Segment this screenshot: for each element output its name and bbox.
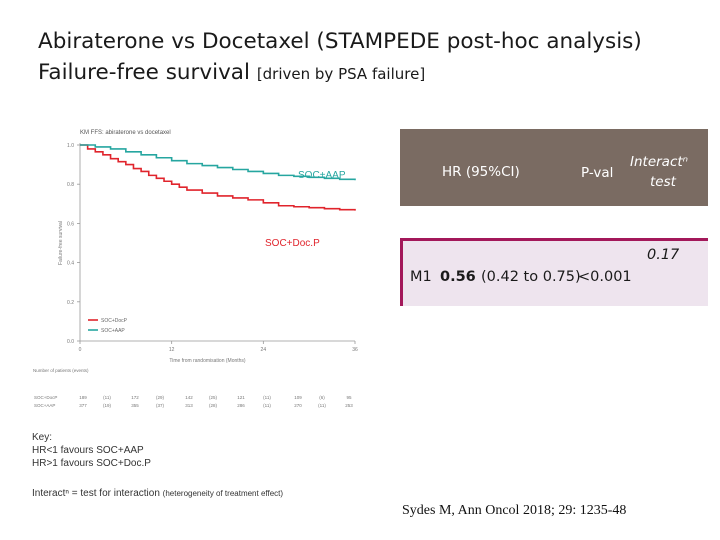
interaction-value: 0.17 [647,247,680,263]
y-tick-label: 0.0 [67,339,74,345]
risk-value: 270 [294,403,302,408]
km-series-socdocp [80,144,356,211]
risk-value: (11) [103,395,111,400]
risk-table-heading: Number of patients (events) [33,368,89,373]
citation: Sydes M, Ann Oncol 2018; 29: 1235-48 [402,503,627,518]
y-tick-label: 0.8 [67,182,74,188]
x-tick-label: 0 [79,347,82,353]
risk-value: 142 [185,395,193,400]
y-tick-label: 0.4 [67,261,74,267]
chart-title: KM FFS: abiraterone vs docetaxel [80,130,171,136]
risk-value: 355 [131,403,139,408]
risk-value: 95 [346,395,352,400]
legend-label: SOC+AAP [101,328,125,334]
risk-value: 377 [79,403,87,408]
key-line-1: HR<1 favours SOC+AAP [32,445,144,456]
km-series-socaap [80,144,356,181]
risk-value: (29) [156,395,165,400]
key-heading: Key: [32,432,53,443]
title-main: Failure-free survival [38,60,250,85]
note-main: Interactⁿ = test for interaction [32,488,160,499]
slide-title: Abiraterone vs Docetaxel (STAMPEDE post-… [38,26,708,90]
hr-value: 0.56 [440,269,476,285]
p-value: <0.001 [578,269,632,285]
header-interaction-2: test [650,174,676,190]
risk-value: 109 [294,395,302,400]
row-label: M1 [410,269,432,285]
risk-value: (28) [209,403,218,408]
risk-value: (11) [318,403,326,408]
header-pval: P-val [581,165,614,181]
risk-value: (25) [209,395,218,400]
header-hr: HR (95%CI) [442,164,520,180]
x-tick-label: 24 [261,347,267,353]
risk-value: 313 [185,403,193,408]
x-tick-label: 12 [169,347,175,353]
annotation-soc-docp: SOC+Doc.P [265,238,320,249]
risk-value: 253 [345,403,353,408]
legend-label: SOC+DocP [101,318,128,324]
risk-value: 286 [237,403,245,408]
title-subtitle: [driven by PSA failure] [256,65,426,83]
risk-row-label: SOC+DocP [34,395,57,400]
header-interaction-1: Interactⁿ [630,154,689,170]
annotation-soc-aap: SOC+AAP [298,170,346,181]
key-line-2: HR>1 favours SOC+Doc.P [32,458,151,469]
risk-value: (6) [319,395,325,400]
hr-ci: (0.42 to 0.75) [481,269,581,285]
y-axis-label: Failure-free survival [58,221,64,265]
note-small: (heterogeneity of treatment effect) [162,489,284,498]
x-axis-label: Time from randomisation (Months) [169,358,246,364]
interaction-note: Interactⁿ = test for interaction (hetero… [32,488,283,499]
table-header: HR (95%CI) P-val Interactⁿ test [400,129,708,206]
risk-value: (11) [263,403,271,408]
y-tick-label: 0.6 [67,221,74,227]
risk-value: 172 [131,395,139,400]
risk-row-label: SOC+AAP [34,403,55,408]
x-tick-label: 36 [352,347,358,353]
risk-value: (37) [156,403,165,408]
risk-value: 121 [237,395,245,400]
risk-value: 189 [79,395,87,400]
y-tick-label: 0.2 [67,300,74,306]
key-legend: Key: HR<1 favours SOC+AAP HR>1 favours S… [32,431,151,470]
y-tick-label: 1.0 [67,143,74,149]
risk-value: (11) [263,395,271,400]
title-line-2: Failure-free survival [driven by PSA fai… [38,57,708,90]
title-line-1: Abiraterone vs Docetaxel (STAMPEDE post-… [38,29,642,54]
risk-value: (19) [103,403,112,408]
table-row-m1: 0.17 M1 0.56 (0.42 to 0.75) <0.001 [400,238,708,306]
